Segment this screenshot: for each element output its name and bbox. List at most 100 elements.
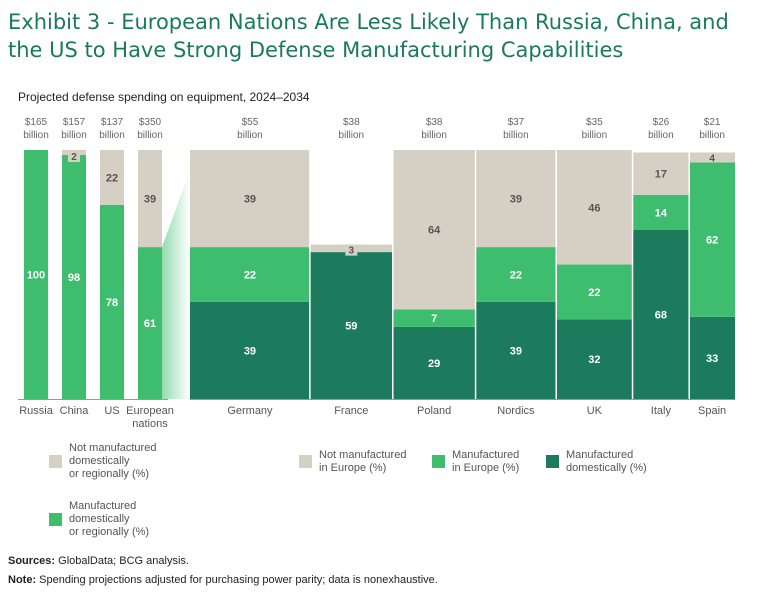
spending-label: $165 billion bbox=[23, 117, 49, 141]
bar-segment bbox=[689, 162, 735, 317]
data-label: 100 bbox=[27, 270, 45, 282]
bar-segment bbox=[62, 154, 86, 399]
spending-label: $55 billion bbox=[237, 117, 263, 141]
category-label: France bbox=[334, 405, 368, 417]
data-label: 7 bbox=[431, 313, 437, 325]
note-text: Spending projections adjusted for purcha… bbox=[36, 574, 438, 586]
legend-item-not-manufactured-in-europe: Not manufactured in Europe (%) bbox=[299, 449, 406, 475]
data-label: 39 bbox=[244, 345, 256, 357]
chart-canvas: 100 $165 billion Russia 98 2 $157 billion China 7… bbox=[18, 117, 735, 430]
legend-swatch-not-manufactured bbox=[49, 455, 62, 468]
bar-segment bbox=[689, 152, 735, 163]
chart-subtitle: Projected defense spending on equipment,… bbox=[18, 90, 310, 104]
legend-label: Not manufactured in Europe (%) bbox=[319, 449, 407, 474]
data-label: 39 bbox=[244, 194, 256, 206]
legend-item-manufactured-domestically: Manufactured domestically (%) bbox=[546, 449, 647, 475]
spending-label: $26 billion bbox=[648, 117, 674, 141]
data-label: 22 bbox=[588, 287, 600, 299]
legend-item-left-manufactured: Manufactured domestically or regionally … bbox=[49, 500, 149, 539]
data-label: 29 bbox=[428, 358, 440, 370]
data-label: 68 bbox=[655, 309, 667, 321]
bar-segment bbox=[475, 301, 557, 399]
legend-label: Manufactured domestically or regionally … bbox=[69, 500, 150, 538]
category-label: US bbox=[104, 405, 119, 417]
bar-segment bbox=[190, 301, 310, 399]
bar-segment bbox=[632, 229, 690, 399]
data-label: 61 bbox=[144, 318, 156, 330]
spending-label: $157 billion bbox=[61, 117, 87, 141]
data-label: 39 bbox=[144, 194, 156, 206]
chart-title: Exhibit 3 - European Nations Are Less Li… bbox=[8, 10, 729, 62]
bar-segment bbox=[475, 247, 557, 302]
footnote: Note: Spending projections adjusted for … bbox=[8, 574, 438, 586]
note-label: Note: bbox=[8, 574, 37, 586]
data-label: 39 bbox=[510, 345, 522, 357]
data-label: 59 bbox=[345, 321, 357, 333]
category-label: Italy bbox=[651, 405, 672, 417]
bar-segment bbox=[632, 194, 690, 230]
category-label: China bbox=[60, 405, 90, 417]
legend-swatch-manufactured-in-europe bbox=[432, 455, 445, 468]
category-label: Germany bbox=[227, 405, 273, 417]
data-label: 14 bbox=[655, 207, 668, 219]
category-label: UK bbox=[587, 405, 603, 417]
bar-segment bbox=[24, 150, 48, 399]
data-label: 22 bbox=[106, 172, 118, 184]
data-label: 32 bbox=[588, 354, 600, 366]
sources-note: Sources: GlobalData; BCG analysis. bbox=[8, 555, 189, 567]
data-label: 78 bbox=[106, 297, 118, 309]
spending-label: $37 billion bbox=[503, 117, 529, 141]
spending-label: $137 billion bbox=[99, 117, 125, 141]
data-label: 22 bbox=[244, 270, 256, 282]
bar-segment bbox=[392, 150, 476, 310]
bar-segment bbox=[556, 150, 633, 265]
bar-segment bbox=[100, 204, 124, 399]
category-label: Nordics bbox=[497, 405, 535, 417]
legend-item-manufactured-in-europe: Manufactured in Europe (%) bbox=[432, 449, 519, 475]
data-label: 4 bbox=[709, 153, 715, 164]
data-label: 3 bbox=[349, 246, 355, 257]
bar-segment bbox=[190, 150, 310, 248]
spending-label: $21 billion bbox=[699, 117, 725, 141]
data-label: 98 bbox=[68, 272, 80, 284]
data-label-box bbox=[68, 151, 80, 162]
bar-segment bbox=[392, 326, 476, 399]
bar-segment bbox=[689, 316, 735, 399]
bar-segment bbox=[556, 264, 633, 320]
bar-segment bbox=[392, 309, 476, 327]
data-label: 17 bbox=[655, 169, 667, 181]
bar-segment bbox=[190, 247, 310, 302]
legend-label: Manufactured in Europe (%) bbox=[452, 449, 520, 474]
spending-label: $350 billion bbox=[137, 117, 163, 141]
data-label: 46 bbox=[588, 202, 600, 214]
data-label: 22 bbox=[510, 270, 522, 282]
data-label: 33 bbox=[706, 353, 718, 365]
data-label-box bbox=[345, 244, 358, 256]
spending-label: $35 billion bbox=[582, 117, 608, 141]
legend-swatch-manufactured-domestically bbox=[546, 455, 559, 468]
bar-segment bbox=[556, 319, 633, 399]
data-label: 39 bbox=[510, 194, 522, 206]
category-label: Spain bbox=[698, 405, 726, 417]
bar-segment bbox=[475, 150, 557, 248]
zoom-connector bbox=[162, 170, 190, 399]
sources-text: GlobalData; BCG analysis. bbox=[55, 555, 189, 567]
bar-segment bbox=[309, 252, 393, 399]
category-label: Poland bbox=[417, 405, 451, 417]
category-label: European nations bbox=[126, 405, 174, 430]
legend-swatch-manufactured bbox=[49, 513, 62, 526]
data-label: 64 bbox=[428, 225, 441, 237]
bar-segment bbox=[632, 152, 690, 195]
sources-label: Sources: bbox=[8, 555, 56, 567]
data-label: 62 bbox=[706, 235, 718, 247]
legend-item-left-not-manufactured: Not manufactured domestically or regiona… bbox=[49, 442, 156, 481]
bar-segment bbox=[138, 150, 162, 248]
bar-segment bbox=[138, 247, 162, 399]
spending-label: $38 billion bbox=[421, 117, 447, 141]
bar-segment bbox=[100, 150, 124, 205]
legend-label: Manufactured domestically (%) bbox=[566, 449, 647, 474]
spending-label: $38 billion bbox=[339, 117, 365, 141]
legend-label: Not manufactured domestically or regiona… bbox=[69, 442, 157, 480]
category-label: Russia bbox=[19, 405, 54, 417]
data-label: 2 bbox=[71, 152, 77, 163]
